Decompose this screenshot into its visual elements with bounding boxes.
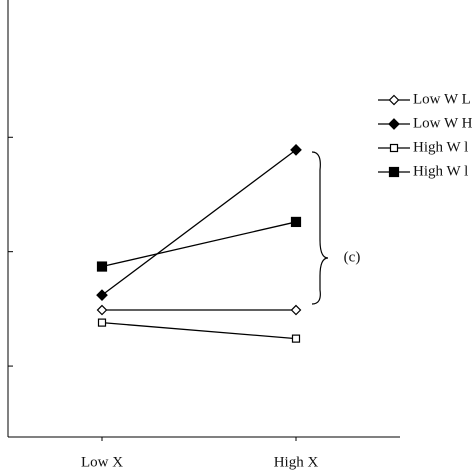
brace [311, 151, 329, 305]
point [291, 334, 301, 343]
marker [389, 143, 399, 153]
annotation: (c) [344, 249, 361, 265]
point [290, 216, 302, 228]
series-line [101, 321, 297, 340]
legend-label: High W l [413, 139, 468, 155]
point [96, 289, 108, 301]
point [96, 304, 108, 316]
legend-label: Low W L [413, 91, 471, 107]
point [290, 144, 302, 156]
marker [388, 94, 400, 106]
point [97, 318, 107, 327]
x-tick-label: Low X [81, 454, 123, 470]
point [290, 304, 302, 316]
legend-label: Low W H [413, 115, 473, 131]
x-tick-label: High X [274, 454, 319, 470]
legend-label: High W l [413, 163, 468, 179]
series-line [101, 149, 297, 296]
marker [388, 118, 400, 130]
series-line [101, 221, 297, 268]
marker [388, 166, 400, 178]
point [96, 261, 108, 272]
